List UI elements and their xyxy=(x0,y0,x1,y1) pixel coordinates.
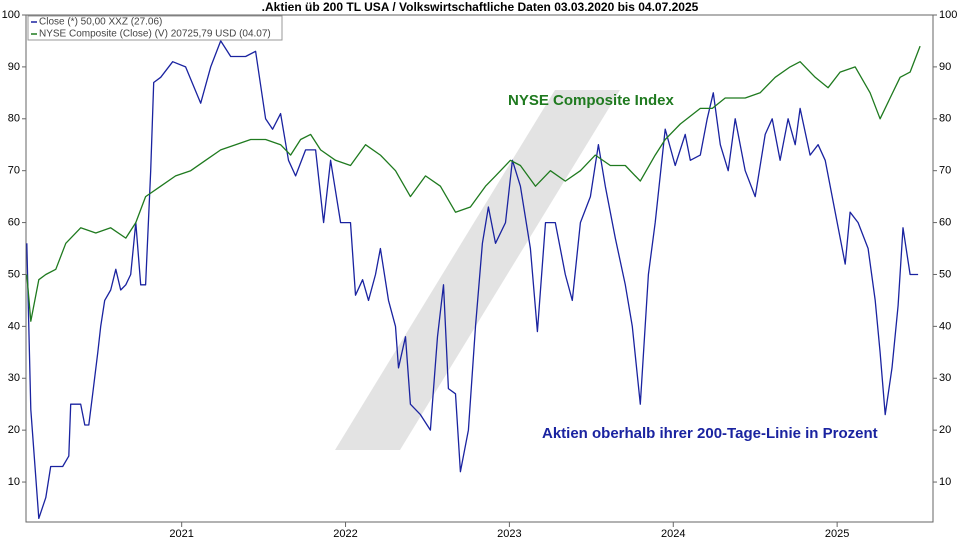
y-tick-label: 20 xyxy=(8,424,20,436)
series-line xyxy=(26,45,921,322)
y-tick-label: 10 xyxy=(8,476,20,488)
x-tick-label: 2023 xyxy=(497,528,521,540)
y2-tick-label: 30 xyxy=(939,372,951,384)
y2-tick-label: 40 xyxy=(939,320,951,332)
legend-label: Close (*) 50,00 XXZ (27.06) xyxy=(39,17,162,28)
y2-tick-label: 20 xyxy=(939,424,951,436)
y-tick-label: 70 xyxy=(8,165,20,177)
x-tick-label: 2025 xyxy=(825,528,849,540)
y2-tick-label: 70 xyxy=(939,165,951,177)
annotation: NYSE Composite Index xyxy=(508,92,675,109)
y-tick-label: 80 xyxy=(8,113,20,125)
y2-tick-label: 100 xyxy=(939,9,957,21)
legend-box xyxy=(27,15,283,41)
legend: Close (*) 50,00 XXZ (27.06)NYSE Composit… xyxy=(27,15,283,41)
plot-frame xyxy=(25,14,934,523)
x-tick-label: 2021 xyxy=(169,528,193,540)
x-tick-label: 2024 xyxy=(661,528,685,540)
y-tick-label: 90 xyxy=(8,61,20,73)
y-tick-label: 100 xyxy=(2,9,20,21)
y2-tick-label: 90 xyxy=(939,61,951,73)
watermark xyxy=(335,90,620,450)
y2-tick-label: 60 xyxy=(939,216,951,228)
y-tick-label: 30 xyxy=(8,372,20,384)
y2-tick-label: 80 xyxy=(939,113,951,125)
x-tick-label: 2022 xyxy=(333,528,357,540)
y2-tick-label: 50 xyxy=(939,268,951,280)
annotation: Aktien oberhalb ihrer 200-Tage-Linie in … xyxy=(542,425,878,442)
y-tick-label: 50 xyxy=(8,268,20,280)
legend-label: NYSE Composite (Close) (V) 20725,79 USD … xyxy=(39,29,271,40)
series-line xyxy=(26,40,919,520)
y-tick-label: 60 xyxy=(8,216,20,228)
y-tick-label: 40 xyxy=(8,320,20,332)
y2-tick-label: 10 xyxy=(939,476,951,488)
chart-title: .Aktien üb 200 TL USA / Volkswirtschaftl… xyxy=(262,0,699,14)
